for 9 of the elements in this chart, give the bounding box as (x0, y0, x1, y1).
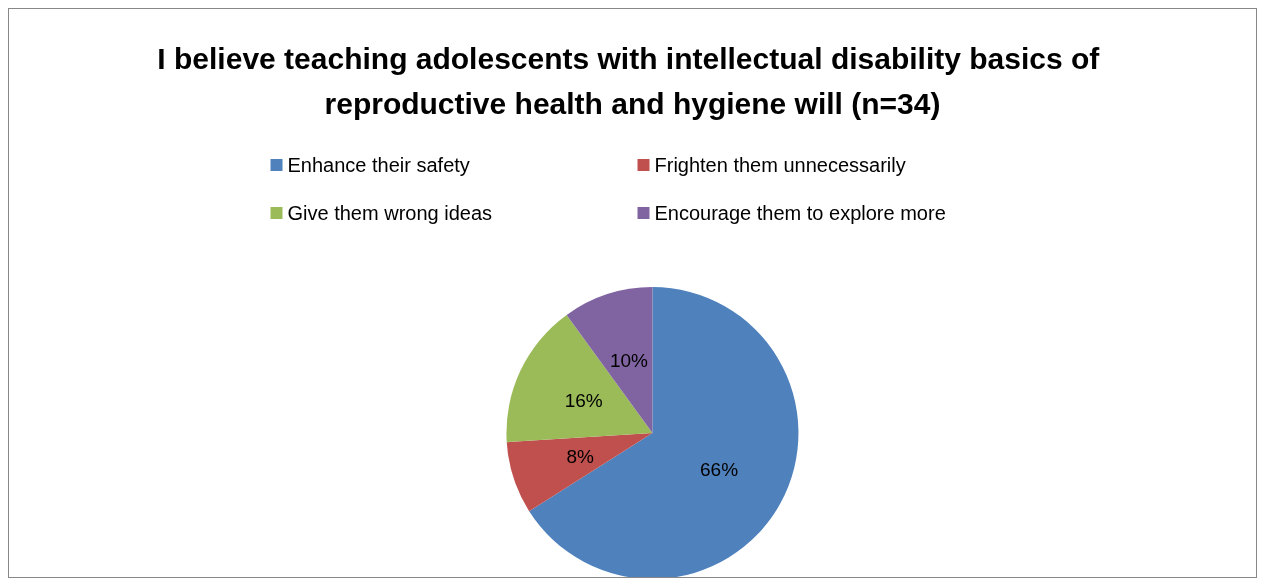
legend-label: Enhance their safety (287, 154, 470, 176)
data-label: 66% (700, 459, 739, 481)
data-label: 10% (609, 350, 649, 372)
data-label: 8% (566, 445, 594, 467)
data-label: 16% (564, 390, 603, 412)
legend-label: Frighten them unnecessarily (654, 154, 906, 176)
chart-title: I believe teaching adolescents with intellectual disability basics of reproductive health and hygiene will (n=34) (157, 42, 1108, 120)
legend-label: Give them wrong ideas (287, 202, 493, 224)
legend-label: Encourage them to explore more (654, 202, 946, 224)
